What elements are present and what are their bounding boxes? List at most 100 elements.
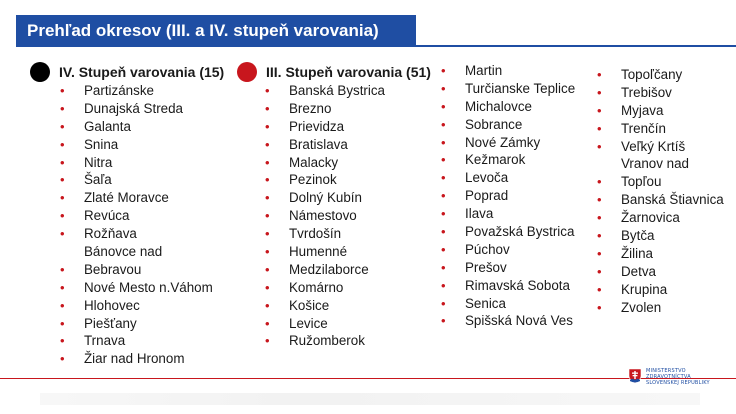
district-item: • Levice xyxy=(265,315,431,333)
district-name: Púchov xyxy=(465,241,510,257)
district-item: • Púchov xyxy=(441,241,575,259)
district-name: Šaľa xyxy=(84,172,112,188)
red-circle-icon xyxy=(237,62,257,82)
district-item: • Pezinok xyxy=(265,171,431,189)
district-item: • Trebišov xyxy=(597,84,724,102)
district-name: Turčianske Teplice xyxy=(465,80,576,96)
district-item: •Bánovce nad xyxy=(84,243,224,261)
district-name: Pezinok xyxy=(289,172,337,188)
district-item: • Michalovce xyxy=(441,98,575,116)
level3-column-a: III. Stupeň varovania (51) • Banská Bystr… xyxy=(237,62,431,350)
district-item: • Šaľa xyxy=(60,171,224,189)
district-item: • Prešov xyxy=(441,259,575,277)
bullet-icon: • xyxy=(265,261,270,277)
bullet-icon: • xyxy=(60,351,65,367)
district-name: Ružomberok xyxy=(289,333,365,349)
district-item: • Kežmarok xyxy=(441,151,575,169)
logo-text: Ministerstvo zdravotníctva Slovenskej re… xyxy=(646,368,710,386)
bullet-icon: • xyxy=(265,315,270,331)
district-name: Levoča xyxy=(465,170,509,186)
district-name: Poprad xyxy=(465,188,509,204)
bullet-icon: • xyxy=(265,208,270,224)
district-item: • Zvolen xyxy=(597,299,724,317)
district-name: Zvolen xyxy=(621,299,662,315)
district-name: Prešov xyxy=(465,259,507,275)
district-item: • Žiar nad Hronom xyxy=(60,350,224,368)
level4-heading: IV. Stupeň varovania (15) xyxy=(30,62,224,82)
bullet-icon: • xyxy=(265,83,270,98)
district-name: Vranov nad xyxy=(621,156,689,172)
district-item: • Nové Zámky xyxy=(441,134,575,152)
district-item: • Piešťany xyxy=(60,315,224,333)
district-item: • Senica xyxy=(441,295,575,313)
district-item: • Rimavská Sobota xyxy=(441,277,575,295)
bullet-icon: • xyxy=(597,299,602,315)
district-item: • Snina xyxy=(60,136,224,154)
bullet-icon: • xyxy=(60,208,65,224)
district-name: Tvrdošín xyxy=(289,226,342,242)
district-name: Nové Zámky xyxy=(465,134,541,150)
district-name: Banská Štiavnica xyxy=(621,192,724,208)
bullet-icon: • xyxy=(60,154,65,170)
bullet-icon: • xyxy=(60,297,65,313)
bullet-icon: • xyxy=(441,98,446,114)
bullet-icon: • xyxy=(597,120,602,136)
bullet-icon: • xyxy=(265,136,270,152)
bullet-icon: • xyxy=(60,83,65,98)
district-item: • Žilina xyxy=(597,245,724,263)
bullet-icon: • xyxy=(60,279,65,295)
bullet-icon: • xyxy=(597,67,602,82)
bullet-icon: • xyxy=(265,190,270,206)
level4-column: IV. Stupeň varovania (15) • Partizánske • D… xyxy=(30,62,224,368)
district-item: • Medzilaborce xyxy=(265,261,431,279)
district-item: • Banská Štiavnica xyxy=(597,191,724,209)
level3-heading-text: III. Stupeň varovania (51) xyxy=(266,64,431,80)
bullet-icon: • xyxy=(265,154,270,170)
district-item: • Považská Bystrica xyxy=(441,223,575,241)
bullet-icon: • xyxy=(597,263,602,279)
district-item: • Nitra xyxy=(60,154,224,172)
district-name: Bebravou xyxy=(84,261,142,277)
district-name: Detva xyxy=(621,263,656,279)
district-name: Piešťany xyxy=(84,315,137,331)
bullet-icon: • xyxy=(60,226,65,242)
district-name: Bratislava xyxy=(289,136,348,152)
district-item: • Trnava xyxy=(60,332,224,350)
district-item: • Humenné xyxy=(265,243,431,261)
bullet-icon: • xyxy=(265,279,270,295)
district-name: Medzilaborce xyxy=(289,261,369,277)
level4-heading-text: IV. Stupeň varovania (15) xyxy=(59,64,225,80)
district-name: Trenčín xyxy=(621,120,666,136)
district-item: • Rožňava xyxy=(60,225,224,243)
district-name: Partizánske xyxy=(84,83,154,98)
page-title: Prehľad okresov (III. a IV. stupeň varov… xyxy=(16,15,416,46)
district-item: • Topľou xyxy=(597,173,724,191)
district-name: Komárno xyxy=(289,279,344,295)
district-item: • Komárno xyxy=(265,279,431,297)
district-item: • Žarnovica xyxy=(597,209,724,227)
district-item: • Košice xyxy=(265,297,431,315)
bullet-icon: • xyxy=(60,261,65,277)
bullet-icon: • xyxy=(597,210,602,226)
bullet-icon: • xyxy=(597,102,602,118)
bullet-icon: • xyxy=(60,118,65,134)
district-name: Trebišov xyxy=(621,84,672,100)
district-name: Brezno xyxy=(289,100,332,116)
district-name: Krupina xyxy=(621,281,668,297)
district-item: • Martin xyxy=(441,62,575,80)
district-item: • Brezno xyxy=(265,100,431,118)
district-name: Žiar nad Hronom xyxy=(84,351,185,367)
bullet-icon: • xyxy=(441,134,446,150)
district-item: • Trenčín xyxy=(597,120,724,138)
district-name: Považská Bystrica xyxy=(465,224,575,240)
district-name: Kežmarok xyxy=(465,152,526,168)
bullet-icon: • xyxy=(597,84,602,100)
district-name: Levice xyxy=(289,315,328,331)
district-name: Bánovce nad xyxy=(84,244,163,260)
district-item: • Banská Bystrica xyxy=(265,82,431,100)
district-item: • Poprad xyxy=(441,187,575,205)
bullet-icon: • xyxy=(597,228,602,244)
district-name: Nové Mesto n.Váhom xyxy=(84,279,213,295)
district-item: • Dunajská Streda xyxy=(60,100,224,118)
district-name: Rimavská Sobota xyxy=(465,277,570,293)
